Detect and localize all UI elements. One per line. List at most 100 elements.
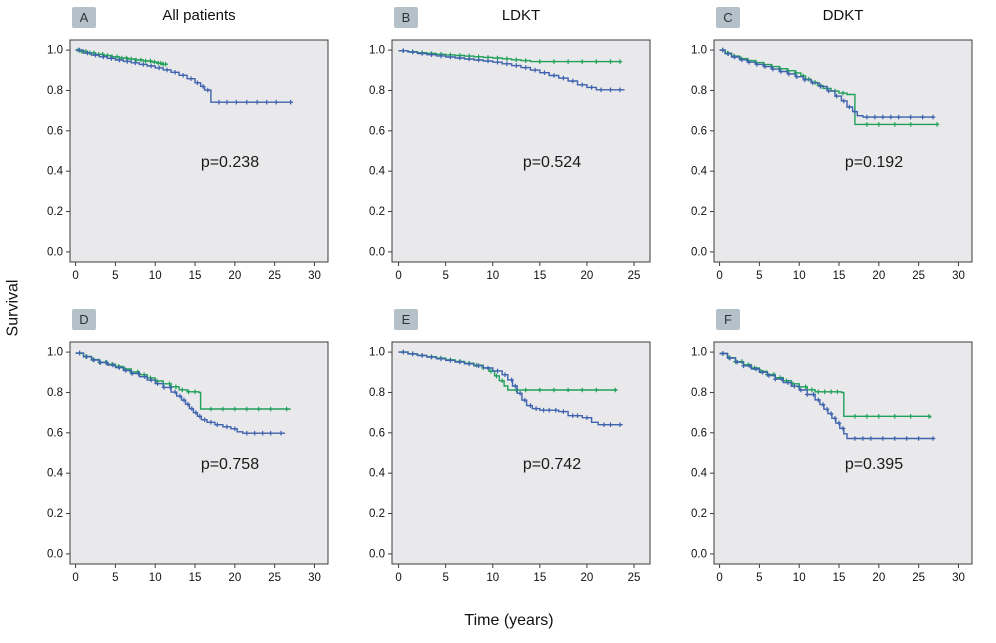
p-value-label: p=0.192 [845,154,903,171]
y-tick-label: 0.0 [369,246,385,258]
x-tick-label: 0 [716,270,722,282]
y-tick-label: 0.0 [691,548,707,560]
x-tick-label: 15 [533,572,546,584]
p-value-label: p=0.395 [845,456,903,473]
y-tick-label: 0.6 [369,125,385,137]
y-tick-label: 1.0 [369,347,385,359]
y-tick-label: 0.6 [691,125,707,137]
x-tick-label: 20 [872,572,885,584]
panel-letter-badge: C [716,7,740,28]
x-axis-label: Time (years) [464,612,554,629]
x-tick-label: 20 [581,572,594,584]
y-tick-label: 0.8 [47,387,63,399]
censor-marks-blue [401,48,623,93]
p-value-label: p=0.524 [523,154,581,171]
y-tick-label: 0.2 [47,508,63,520]
x-tick-label: 25 [628,572,641,584]
y-tick-label: 1.0 [47,347,63,359]
x-tick-label: 0 [72,572,78,584]
km-panel-C: C DDKT 0.0 0.2 0.4 0.6 0.8 1.0 0 5 10 15 20 25 30 p=0.1… [670,6,992,308]
panel-title: LDKT [501,7,541,24]
x-tick-label: 5 [112,572,118,584]
y-tick-label: 0.6 [47,125,63,137]
censor-marks-blue [720,351,936,441]
panel-header: E [348,308,670,334]
x-tick-label: 20 [581,270,594,282]
y-tick-label: 0.4 [47,166,64,178]
panel-letter-badge: B [394,7,418,28]
km-panel-A: A All patients 0.0 0.2 0.4 0.6 0.8 1.0 0 5 10 15 20 2… [26,6,348,308]
x-tick-label: 20 [228,270,241,282]
km-plot-D: 0.0 0.2 0.4 0.6 0.8 1.0 0 5 10 15 20 25 30 p=0.758 [47,341,329,584]
x-tick-label: 15 [189,572,202,584]
x-tick-label: 0 [716,572,722,584]
x-tick-label: 5 [756,270,762,282]
x-tick-label: 25 [268,270,281,282]
censor-marks-blue [77,350,284,436]
x-tick-label: 15 [533,270,546,282]
x-tick-label: 20 [228,572,241,584]
plot-area [713,39,973,263]
y-tick-label: 0.8 [691,85,707,97]
km-plot-E: 0.0 0.2 0.4 0.6 0.8 1.0 0 5 10 15 20 25 p=0.742 [369,341,651,584]
x-tick-label: 10 [486,270,499,282]
x-tick-label: 15 [189,270,202,282]
y-tick-label: 0.4 [47,468,64,480]
km-plot-C: 0.0 0.2 0.4 0.6 0.8 1.0 0 5 10 15 20 25 30 p=0.192 [691,39,973,282]
x-tick-label: 10 [793,572,806,584]
x-tick-label: 25 [912,270,925,282]
y-axis-label: Survival [0,6,26,610]
y-tick-label: 0.2 [691,508,707,520]
panel-letter-badge: A [72,7,96,28]
y-tick-label: 1.0 [691,347,707,359]
panel-title: All patients [162,7,236,24]
panel-header: A All patients [26,6,348,32]
panel-letter-badge: F [716,309,740,330]
y-tick-label: 0.4 [691,166,708,178]
y-tick-label: 0.0 [47,246,63,258]
survival-curve-blue [398,351,623,426]
y-tick-label: 1.0 [691,45,707,57]
y-tick-label: 0.2 [47,206,63,218]
x-tick-label: 15 [833,270,846,282]
panel-letter-badge: D [72,309,96,330]
y-tick-label: 0.8 [369,85,385,97]
y-tick-label: 0.4 [369,166,386,178]
x-tick-label: 20 [872,270,885,282]
km-plot-F: 0.0 0.2 0.4 0.6 0.8 1.0 0 5 10 15 20 25 30 p=0.395 [691,341,973,584]
x-tick-label: 10 [486,572,499,584]
panel-header: C DDKT [670,6,992,32]
x-tick-label: 5 [442,270,448,282]
y-tick-label: 1.0 [369,45,385,57]
censor-marks-blue [720,47,936,120]
plot-area [69,341,329,565]
x-tick-label: 10 [793,270,806,282]
plot-area [391,39,651,263]
x-tick-label: 30 [308,572,321,584]
p-value-label: p=0.238 [201,154,259,171]
y-tick-label: 1.0 [47,45,63,57]
censor-marks-blue [401,349,623,427]
y-tick-label: 0.4 [369,468,386,480]
x-tick-label: 25 [628,270,641,282]
x-tick-label: 0 [395,270,401,282]
y-tick-label: 0.6 [47,427,63,439]
y-tick-label: 0.6 [691,427,707,439]
x-tick-label: 30 [952,572,965,584]
y-tick-label: 0.2 [369,206,385,218]
km-panel-F: F 0.0 0.2 0.4 0.6 0.8 1.0 0 5 10 15 20 25 30 p=0.395 [670,308,992,610]
y-tick-label: 0.0 [47,548,63,560]
y-tick-label: 0.2 [369,508,385,520]
y-tick-label: 0.2 [691,206,707,218]
plot-area [713,341,973,565]
x-tick-label: 25 [912,572,925,584]
x-tick-label: 25 [268,572,281,584]
x-tick-label: 0 [72,270,78,282]
x-tick-label: 30 [308,270,321,282]
km-plot-A: 0.0 0.2 0.4 0.6 0.8 1.0 0 5 10 15 20 25 30 p=0.238 [47,39,329,282]
km-panel-E: E 0.0 0.2 0.4 0.6 0.8 1.0 0 5 10 15 20 25 p=0.742 [348,308,670,610]
x-tick-label: 5 [756,572,762,584]
panel-letter-badge: E [394,309,418,330]
panel-header: D [26,308,348,334]
km-panel-D: D 0.0 0.2 0.4 0.6 0.8 1.0 0 5 10 15 20 25 30 p=0.758 [26,308,348,610]
